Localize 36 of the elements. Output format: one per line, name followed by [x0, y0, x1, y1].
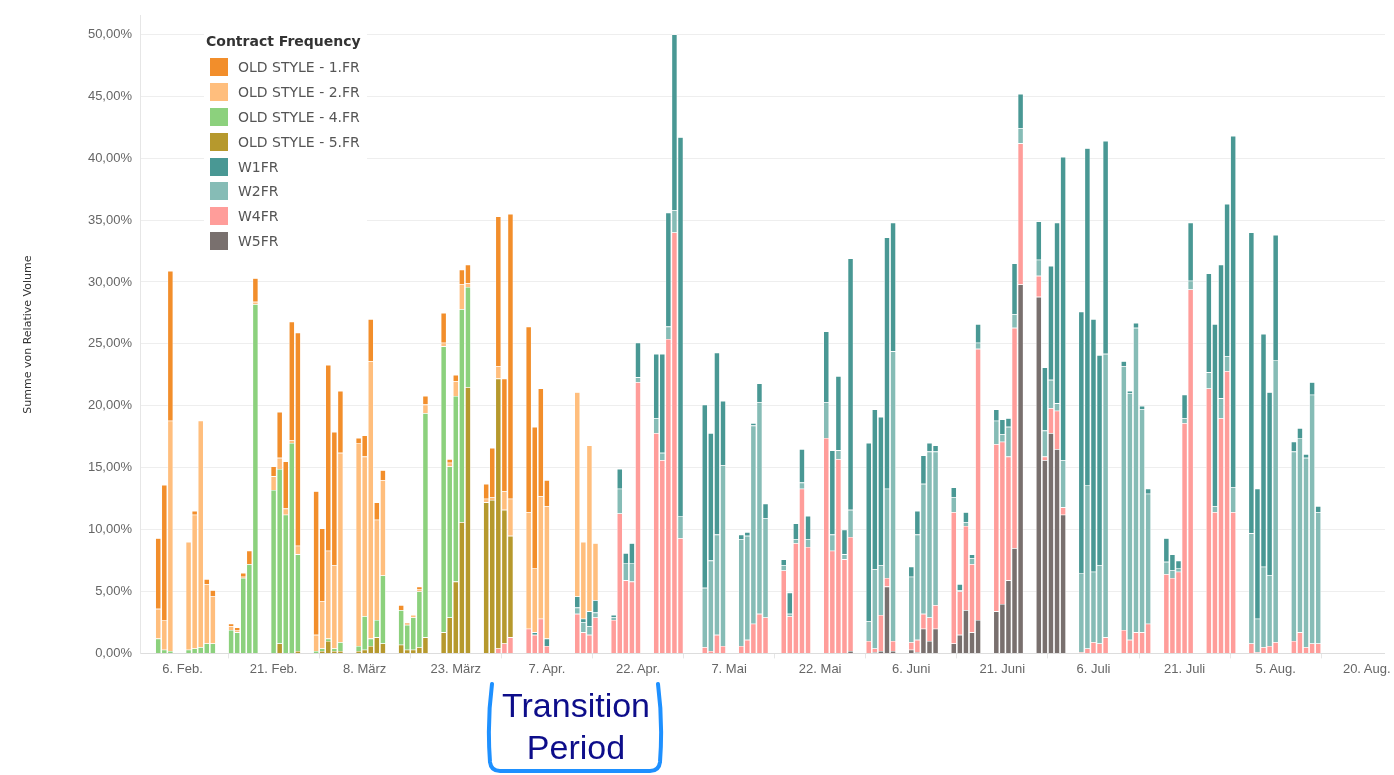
x-tick-label: 21. Juli [1163, 660, 1206, 676]
legend-label: W5FR [238, 232, 279, 249]
x-tick-label: 8. März [343, 660, 387, 676]
legend-label: OLD STYLE - 2.FR [238, 84, 360, 101]
legend-label: OLD STYLE - 5.FR [238, 133, 360, 150]
y-tick-label: 50,00% [87, 25, 133, 41]
x-tick-label: 7. Mai [711, 660, 747, 676]
y-tick-label: 15,00% [87, 459, 133, 475]
y-axis-title: Summe von Relative Volume [21, 255, 35, 414]
legend-label: W4FR [238, 208, 279, 225]
y-tick-label: 45,00% [87, 87, 133, 103]
x-tick-label: 23. März [430, 660, 482, 676]
y-tick-label: 0,00% [95, 644, 133, 660]
x-tick-label: 6. Feb. [162, 660, 203, 676]
x-tick-label: 6. Juli [1076, 660, 1111, 676]
legend-title: Contract Frequency [206, 33, 361, 49]
y-tick-label: 10,00% [87, 521, 133, 537]
x-tick-label: 22. Apr. [615, 660, 661, 676]
y-tick-label: 25,00% [87, 335, 133, 351]
text: Transition Period [501, 685, 651, 768]
y-tick-label: 5,00% [95, 583, 133, 599]
legend-label: W2FR [238, 183, 279, 200]
x-tick-label: 20. Aug. [1342, 660, 1391, 676]
x-tick-label: 22. Mai [798, 660, 842, 676]
x-tick-label: 21. Feb. [249, 660, 298, 676]
x-tick-label: 7. Apr. [528, 660, 566, 676]
y-tick-label: 20,00% [87, 397, 133, 413]
x-tick-label: 21. Juni [979, 660, 1026, 676]
y-tick-label: 35,00% [87, 211, 133, 227]
y-tick-label: 30,00% [87, 273, 133, 289]
x-tick-label: 6. Juni [892, 660, 931, 676]
y-tick-label: 40,00% [87, 149, 133, 165]
legend-label: OLD STYLE - 1.FR [238, 59, 360, 76]
legend-label: W1FR [238, 158, 279, 175]
legend-label: OLD STYLE - 4.FR [238, 108, 360, 125]
x-tick-label: 5. Aug. [1255, 660, 1296, 676]
